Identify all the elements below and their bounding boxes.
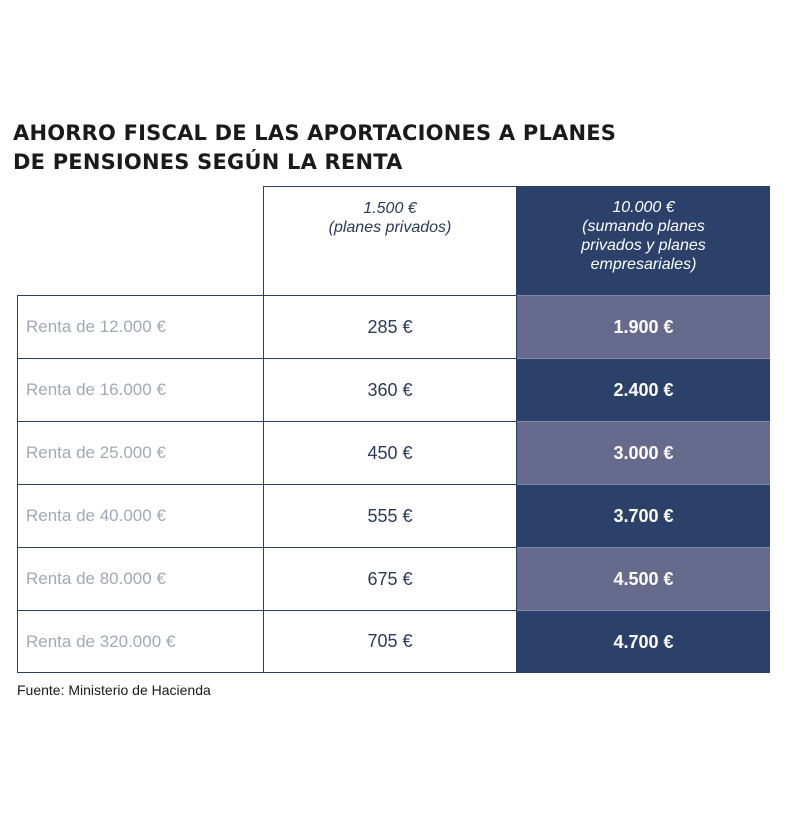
table-row: Renta de 80.000 € 675 € 4.500 € bbox=[17, 547, 770, 610]
column-header-combined-note-1: (sumando planes bbox=[582, 218, 705, 235]
row-private-value: 285 € bbox=[263, 295, 517, 358]
row-private-value: 360 € bbox=[263, 358, 517, 421]
column-header-combined-amount: 10.000 € bbox=[612, 199, 675, 216]
row-label: Renta de 320.000 € bbox=[17, 610, 264, 673]
row-combined-value: 4.700 € bbox=[517, 610, 770, 673]
column-header-combined-note-2: privados y planes bbox=[581, 237, 706, 254]
row-label: Renta de 25.000 € bbox=[17, 421, 264, 484]
table-row: Renta de 25.000 € 450 € 3.000 € bbox=[17, 421, 770, 484]
row-private-value: 450 € bbox=[263, 421, 517, 484]
row-label: Renta de 40.000 € bbox=[17, 484, 264, 547]
column-header-private-note: (planes privados) bbox=[328, 219, 452, 236]
row-private-value: 675 € bbox=[263, 547, 517, 610]
row-label: Renta de 16.000 € bbox=[17, 358, 264, 421]
table-row: Renta de 12.000 € 285 € 1.900 € bbox=[17, 295, 770, 358]
row-combined-value: 3.700 € bbox=[517, 484, 770, 547]
column-header-private-amount: 1.500 € bbox=[363, 200, 417, 217]
column-header-private: 1.500 € (planes privados) bbox=[263, 186, 517, 295]
title-line-1: AHORRO FISCAL DE LAS APORTACIONES A PLAN… bbox=[13, 121, 617, 145]
table-row: Renta de 16.000 € 360 € 2.400 € bbox=[17, 358, 770, 421]
row-combined-value: 3.000 € bbox=[517, 421, 770, 484]
row-private-value: 705 € bbox=[263, 610, 517, 673]
row-label: Renta de 12.000 € bbox=[17, 295, 264, 358]
title-line-2: DE PENSIONES SEGÚN LA RENTA bbox=[13, 150, 403, 174]
row-combined-value: 2.400 € bbox=[517, 358, 770, 421]
source-note: Fuente: Ministerio de Hacienda bbox=[17, 682, 211, 698]
table-row: Renta de 40.000 € 555 € 3.700 € bbox=[17, 484, 770, 547]
row-label: Renta de 80.000 € bbox=[17, 547, 264, 610]
column-header-combined: 10.000 € (sumando planes privados y plan… bbox=[517, 186, 770, 295]
column-header-combined-note-3: empresariales) bbox=[590, 256, 697, 273]
page-title: AHORRO FISCAL DE LAS APORTACIONES A PLAN… bbox=[13, 119, 713, 177]
row-combined-value: 1.900 € bbox=[517, 295, 770, 358]
table-row: Renta de 320.000 € 705 € 4.700 € bbox=[17, 610, 770, 673]
row-private-value: 555 € bbox=[263, 484, 517, 547]
row-combined-value: 4.500 € bbox=[517, 547, 770, 610]
